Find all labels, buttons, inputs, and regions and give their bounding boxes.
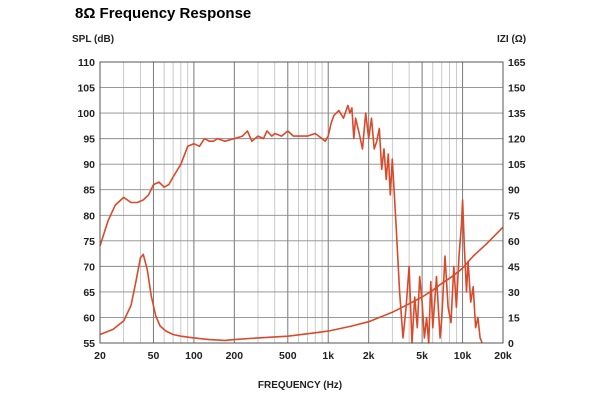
- y-tick-label: 105: [77, 83, 95, 95]
- y2-tick-label: 75: [508, 210, 520, 222]
- y-tick-label: 80: [83, 210, 95, 222]
- y2-tick-label: 165: [508, 57, 526, 69]
- series-line-spl: [99, 104, 483, 344]
- y-tick-label: 110: [78, 57, 95, 69]
- plot-frame: [99, 61, 504, 344]
- y2-tick-label: 15: [508, 312, 520, 324]
- y2-tick-label: 90: [508, 185, 520, 197]
- x-tick-label: 5k: [416, 350, 428, 362]
- chart-title: 8Ω Frequency Response: [75, 5, 252, 22]
- y-axis-label-impedance: IZI (Ω): [497, 34, 526, 45]
- x-tick-label: 100: [185, 350, 203, 362]
- y-tick-label: 90: [83, 159, 95, 171]
- y2-tick-label: 30: [508, 287, 520, 299]
- tick-labels: 55 60 65 70 75 80 85 90 95 100 105 110 0 15 30 45 60 75 90…: [77, 57, 525, 362]
- x-tick-label: 20k: [494, 350, 512, 362]
- x-tick-label: 10k: [454, 350, 472, 362]
- y2-tick-label: 45: [508, 261, 520, 273]
- y2-tick-label: 120: [508, 134, 526, 146]
- x-axis-label: FREQUENCY (Hz): [258, 380, 342, 391]
- y2-tick-label: 0: [508, 338, 514, 350]
- y-tick-label: 95: [83, 134, 95, 146]
- y-tick-label: 65: [83, 287, 95, 299]
- y-tick-label: 75: [83, 236, 95, 248]
- y-tick-label: 60: [83, 312, 95, 324]
- x-tick-label: 500: [279, 350, 297, 362]
- x-tick-label: 200: [226, 350, 244, 362]
- y-axis-label-spl: SPL (dB): [72, 34, 114, 45]
- y2-tick-label: 60: [508, 236, 520, 248]
- y2-tick-label: 135: [508, 108, 526, 120]
- x-tick-label: 50: [148, 350, 160, 362]
- series-lines: [99, 104, 504, 344]
- y-tick-label: 85: [83, 185, 95, 197]
- y2-tick-label: 150: [508, 83, 526, 95]
- x-tick-label: 20: [94, 350, 106, 362]
- y-tick-label: 100: [77, 108, 95, 120]
- y2-tick-label: 105: [508, 159, 526, 171]
- y-tick-label: 55: [83, 338, 95, 350]
- grid: [100, 62, 503, 343]
- x-tick-label: 1k: [322, 350, 334, 362]
- series-line-impedance: [99, 226, 504, 342]
- y-tick-label: 70: [83, 261, 95, 273]
- x-tick-label: 2k: [363, 350, 375, 362]
